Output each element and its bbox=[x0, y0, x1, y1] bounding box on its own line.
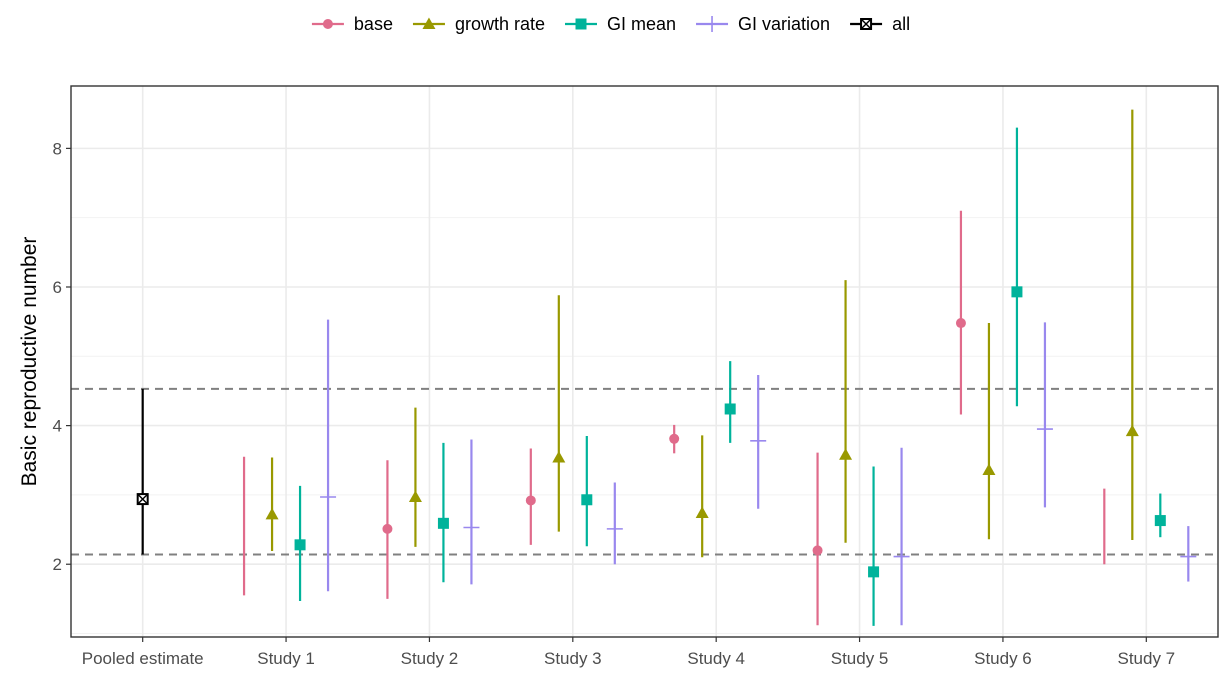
series-gi-mean bbox=[294, 127, 1166, 626]
point-marker bbox=[695, 506, 709, 518]
legend-item-all: all bbox=[850, 14, 910, 34]
legend-label: GI mean bbox=[607, 14, 676, 34]
legend-item-gi-mean: GI mean bbox=[564, 14, 676, 34]
legend-label: all bbox=[892, 14, 910, 34]
point-marker bbox=[408, 490, 422, 502]
x-tick-label: Study 6 bbox=[974, 649, 1032, 668]
point-marker bbox=[839, 448, 853, 460]
legend-item-base: base bbox=[311, 14, 393, 34]
point-marker bbox=[724, 403, 736, 415]
point-marker bbox=[955, 318, 966, 329]
x-tick-label: Pooled estimate bbox=[82, 649, 204, 668]
point-marker bbox=[382, 523, 393, 534]
legend-item-gi-variation: GI variation bbox=[696, 14, 830, 34]
y-tick-label: 8 bbox=[53, 139, 62, 158]
reference-lines bbox=[71, 387, 1218, 556]
point-marker-cross bbox=[137, 493, 149, 505]
y-tick-label: 4 bbox=[53, 417, 62, 436]
point-marker bbox=[575, 18, 587, 30]
panel-background bbox=[71, 86, 1218, 637]
data-marks bbox=[136, 109, 1197, 626]
y-tick-label: 6 bbox=[53, 278, 62, 297]
point-marker bbox=[422, 17, 436, 29]
series-base bbox=[242, 210, 1106, 626]
y-axis-title: Basic reproductive number bbox=[18, 237, 41, 487]
point-marker bbox=[294, 539, 306, 551]
point-marker bbox=[525, 495, 536, 506]
legend-label: base bbox=[354, 14, 393, 34]
point-marker bbox=[868, 566, 880, 578]
legend: base growth rate GI mean GI variation all bbox=[311, 14, 910, 34]
plot-panel bbox=[70, 85, 1219, 638]
x-tick-label: Study 2 bbox=[401, 649, 459, 668]
legend-label: GI variation bbox=[738, 14, 830, 34]
point-marker bbox=[669, 433, 680, 444]
panel-border bbox=[70, 85, 1219, 638]
legend-item-growth-rate: growth rate bbox=[412, 14, 545, 34]
x-tick-label: Study 5 bbox=[831, 649, 889, 668]
legend-label: growth rate bbox=[455, 14, 545, 34]
point-marker bbox=[1125, 424, 1139, 437]
x-tick-label: Study 1 bbox=[257, 649, 315, 668]
series-growth-rate bbox=[265, 109, 1139, 558]
point-marker bbox=[982, 463, 996, 475]
point-marker bbox=[581, 494, 593, 506]
point-marker bbox=[437, 517, 449, 529]
series-all bbox=[136, 388, 149, 555]
y-axis: 2 4 6 8 bbox=[53, 139, 71, 574]
y-tick-label: 2 bbox=[53, 555, 62, 574]
x-tick-label: Study 3 bbox=[544, 649, 602, 668]
x-axis: Pooled estimate Study 1 Study 2 Study 3 Stud… bbox=[82, 637, 1175, 668]
point-marker bbox=[1011, 286, 1023, 298]
series-gi-variation bbox=[320, 319, 1197, 626]
point-marker bbox=[552, 450, 566, 463]
point-marker-cross bbox=[860, 18, 872, 30]
point-marker bbox=[265, 507, 279, 520]
gridlines bbox=[71, 86, 1218, 637]
x-tick-label: Study 4 bbox=[687, 649, 745, 668]
point-marker bbox=[322, 19, 333, 29]
point-marker bbox=[1154, 515, 1166, 527]
point-marker bbox=[812, 545, 823, 556]
x-tick-label: Study 7 bbox=[1117, 649, 1175, 668]
